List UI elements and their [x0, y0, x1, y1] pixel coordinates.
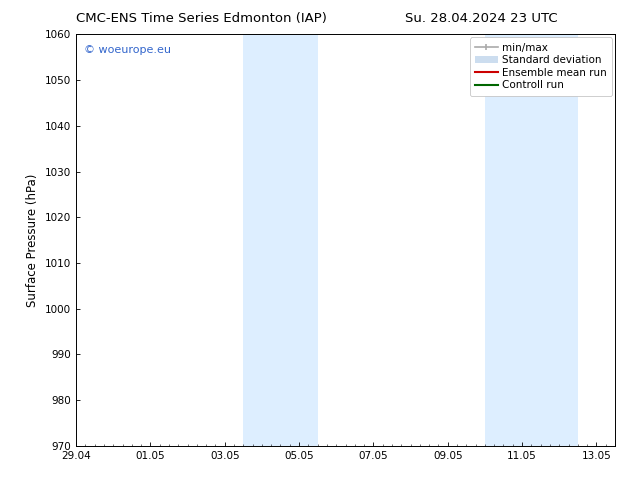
Bar	[485, 34, 578, 446]
Text: CMC-ENS Time Series Edmonton (IAP): CMC-ENS Time Series Edmonton (IAP)	[76, 12, 327, 25]
Legend: min/max, Standard deviation, Ensemble mean run, Controll run: min/max, Standard deviation, Ensemble me…	[470, 37, 612, 96]
Bar	[243, 34, 318, 446]
Text: © woeurope.eu: © woeurope.eu	[84, 45, 171, 54]
Y-axis label: Surface Pressure (hPa): Surface Pressure (hPa)	[27, 173, 39, 307]
Text: Su. 28.04.2024 23 UTC: Su. 28.04.2024 23 UTC	[405, 12, 558, 25]
